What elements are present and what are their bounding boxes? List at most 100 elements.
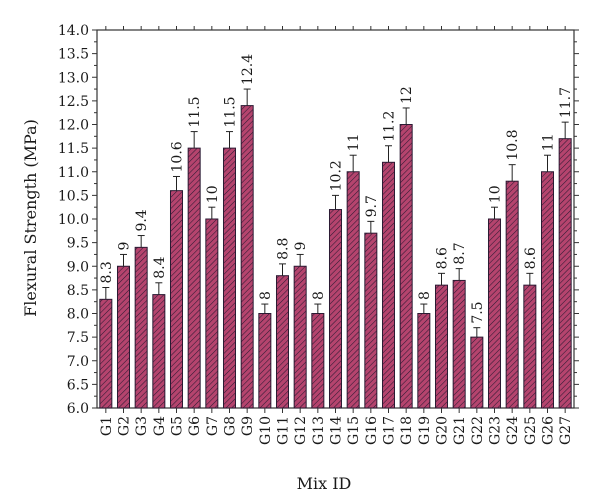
bar-G2 <box>116 265 131 409</box>
x-tick-label: G16 <box>364 416 380 445</box>
y-tick-label: 13.5 <box>58 47 89 63</box>
data-label-G27: 11.7 <box>558 87 574 118</box>
data-label-G4: 8.4 <box>152 256 168 278</box>
bar-G4 <box>152 294 166 409</box>
y-tick-label: 11.0 <box>58 165 89 181</box>
bar-G6 <box>187 147 201 409</box>
bar-G14 <box>328 209 343 409</box>
data-label-G1: 8.3 <box>99 261 115 283</box>
y-tick-label: 12.0 <box>58 118 89 134</box>
data-label-G22: 7.5 <box>470 301 486 323</box>
bar-G13 <box>311 313 325 409</box>
bar-G25 <box>523 284 537 409</box>
x-tick-label: G20 <box>435 416 451 445</box>
x-tick-label: G7 <box>205 416 221 436</box>
y-tick-label: 12.5 <box>58 94 89 110</box>
data-label-G12: 9 <box>293 242 309 251</box>
bar-G12 <box>293 265 307 409</box>
y-tick-label: 9.0 <box>67 259 89 275</box>
data-label-G21: 8.7 <box>452 242 468 264</box>
plot-area: 6.0 6.5 7.0 7.5 8.0 8.5 9.0 9.5 10.0 10.5 11.0 11.5… <box>58 23 579 445</box>
x-tick-label: G8 <box>223 416 239 436</box>
y-tick-label: 13.0 <box>58 70 89 86</box>
y-tick-label: 7.5 <box>67 330 89 346</box>
x-tick-label: G27 <box>558 416 574 445</box>
bar-G11 <box>275 275 290 409</box>
x-tick-label: G19 <box>417 416 433 445</box>
x-tick-label: G9 <box>240 416 256 436</box>
x-tick-label: G11 <box>276 416 292 445</box>
data-label-G2: 9 <box>117 242 133 251</box>
bar-G17 <box>381 161 396 409</box>
bar-G8 <box>222 147 237 409</box>
y-tick-label: 7.0 <box>67 354 89 370</box>
x-tick-label: G26 <box>541 416 557 445</box>
bar-G9 <box>240 105 254 409</box>
bar-G20 <box>434 284 449 409</box>
y-tick-label: 6.0 <box>67 401 89 417</box>
bar-G22 <box>470 336 484 409</box>
bar-G16 <box>364 232 378 409</box>
y-tick-label: 11.5 <box>58 141 89 157</box>
x-tick-label: G24 <box>505 416 521 445</box>
bar-G24 <box>505 180 519 409</box>
data-label-G11: 8.8 <box>276 238 292 260</box>
data-label-G9: 12.4 <box>240 54 256 85</box>
x-tick-label: G22 <box>470 416 486 445</box>
bar-G15 <box>346 171 360 409</box>
x-tick-label: G6 <box>187 416 203 436</box>
bar-G19 <box>417 313 431 409</box>
data-label-G14: 10.2 <box>329 160 345 191</box>
x-tick-label: G4 <box>152 416 168 436</box>
data-label-G20: 8.6 <box>435 247 451 269</box>
x-tick-label: G14 <box>329 416 345 445</box>
x-tick-label: G18 <box>399 416 415 445</box>
y-tick-label: 14.0 <box>58 23 89 39</box>
data-label-G18: 12 <box>399 86 415 104</box>
data-label-G5: 10.6 <box>170 141 186 172</box>
x-tick-label: G25 <box>523 416 539 445</box>
data-label-G13: 8 <box>311 291 327 300</box>
x-tick-label: G3 <box>134 416 150 436</box>
bar-G21 <box>452 279 466 409</box>
data-label-G24: 10.8 <box>505 129 521 160</box>
x-tick-label: G17 <box>382 416 398 445</box>
data-label-G26: 11 <box>541 133 557 151</box>
data-label-G7: 10 <box>205 185 221 203</box>
bar-G5 <box>169 190 184 409</box>
data-label-G15: 11 <box>346 133 362 151</box>
data-label-G3: 9.4 <box>134 209 150 231</box>
x-tick-label: G5 <box>170 416 186 436</box>
bar-G18 <box>399 124 413 409</box>
y-tick-label: 8.0 <box>67 307 89 323</box>
x-tick-label: G10 <box>258 416 274 445</box>
x-tick-label: G13 <box>311 416 327 445</box>
bar-G26 <box>540 171 555 409</box>
y-axis-title: Flexural Strength (MPa) <box>21 119 40 317</box>
x-tick-label: G2 <box>117 416 133 436</box>
x-tick-label: G12 <box>293 416 309 445</box>
y-tick-label: 8.5 <box>67 283 89 299</box>
bar-G7 <box>205 218 219 409</box>
x-tick-label: G21 <box>452 416 468 445</box>
y-tick-label: 9.5 <box>67 236 89 252</box>
bar-G23 <box>487 218 502 409</box>
data-label-G16: 9.7 <box>364 195 380 217</box>
data-label-G6: 11.5 <box>187 96 203 127</box>
bar-G1 <box>99 298 113 409</box>
data-label-G23: 10 <box>488 185 504 203</box>
x-axis-title: Mix ID <box>297 474 352 493</box>
data-label-G8: 11.5 <box>223 96 239 127</box>
data-label-G10: 8 <box>258 291 274 300</box>
data-label-G17: 11.2 <box>382 111 398 142</box>
x-tick-label: G15 <box>346 416 362 445</box>
x-tick-label: G23 <box>488 416 504 445</box>
y-tick-label: 10.5 <box>58 188 89 204</box>
data-label-G25: 8.6 <box>523 247 539 269</box>
bar-G3 <box>134 246 148 409</box>
bar-G27 <box>558 138 572 409</box>
data-label-G19: 8 <box>417 291 433 300</box>
y-tick-label: 6.5 <box>67 377 89 393</box>
bar-G10 <box>258 313 272 409</box>
